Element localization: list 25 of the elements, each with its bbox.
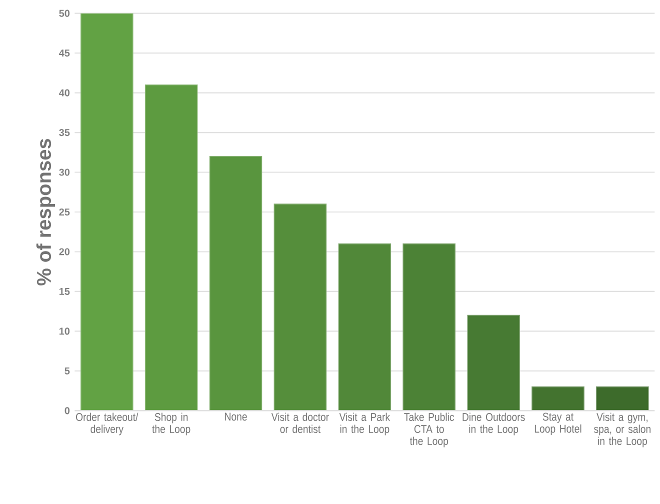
y-tick-label: 20: [59, 248, 70, 256]
y-tick-label: 0: [64, 407, 70, 414]
y-axis-title: % of responses: [36, 138, 55, 286]
x-tick-label: Stay at Loop Hotel: [534, 412, 582, 435]
x-tick-label: Visit a gym, spa, or salon in the Loop: [594, 412, 650, 448]
x-tick-label: Visit a doctor or dentist: [271, 412, 329, 434]
y-tick-label: 15: [59, 288, 70, 295]
y-tick-label: 35: [59, 128, 70, 136]
y-tick-label: 45: [58, 50, 70, 57]
y-tick-label: 40: [58, 89, 70, 96]
y-tick-label: 30: [59, 168, 70, 176]
y-tick-label: 50: [59, 10, 70, 17]
x-tick-label: Dine Outdoors in the Loop: [462, 412, 525, 436]
y-tick-label: 5: [64, 367, 70, 374]
bar: [467, 314, 520, 411]
x-tick-label: None: [225, 412, 247, 421]
y-tick-label: 10: [59, 328, 70, 335]
bar: [144, 84, 198, 411]
x-tick-label: Shop in the Loop: [152, 412, 190, 436]
y-tick-label: 25: [59, 208, 70, 216]
x-tick-label: Visit a Park in the Loop: [339, 412, 390, 436]
bar: [80, 13, 134, 411]
bar: [209, 156, 262, 411]
x-tick-label: Take Public CTA to the Loop: [404, 412, 454, 448]
x-tick-label: Order takeout/ delivery: [76, 412, 138, 436]
